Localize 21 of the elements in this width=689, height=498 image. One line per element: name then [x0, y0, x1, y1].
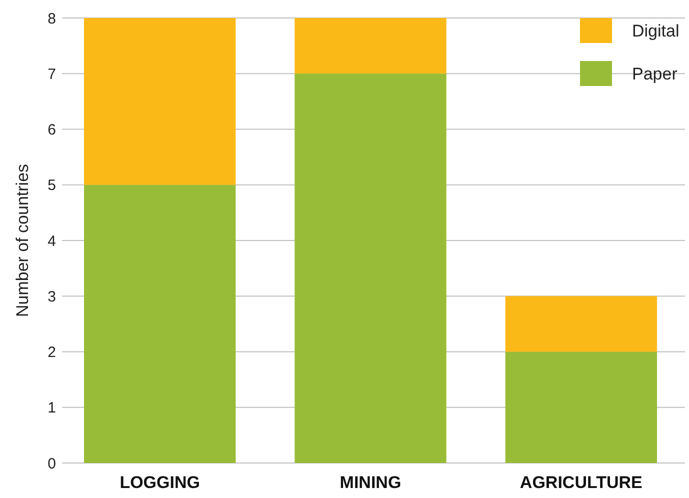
x-tick-label: LOGGING — [120, 473, 200, 492]
legend-label: Digital — [632, 21, 680, 40]
y-tick-label: 1 — [48, 400, 56, 417]
x-tick-label: MINING — [340, 473, 402, 492]
y-tick-label: 2 — [48, 344, 56, 361]
y-axis-title: Number of countries — [13, 164, 32, 318]
legend-label: Paper — [632, 64, 678, 84]
bar — [505, 296, 657, 352]
bar — [294, 74, 446, 463]
bar — [294, 18, 446, 74]
y-tick-label: 3 — [48, 288, 56, 306]
y-tick-label: 8 — [48, 10, 56, 28]
x-tick-label: AGRICULTURE — [520, 473, 642, 492]
y-tick-label: 7 — [48, 66, 56, 83]
y-tick-label: 0 — [48, 455, 56, 472]
bar — [84, 184, 236, 463]
bar — [84, 18, 236, 185]
y-tick-label: 4 — [48, 232, 56, 250]
bar — [505, 352, 657, 463]
y-tick-label: 5 — [48, 177, 56, 194]
y-tick-label: 6 — [48, 122, 56, 138]
